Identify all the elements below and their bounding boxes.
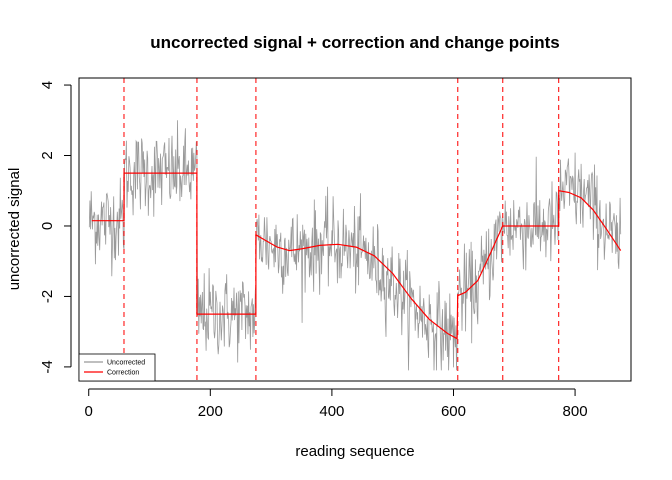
x-tick-label: 800 [563,403,588,420]
x-tick-label: 600 [441,403,466,420]
legend: Uncorrected Correction [78,353,156,382]
x-tick-label: 0 [85,403,93,420]
y-tick-label: -2 [39,290,56,303]
y-tick-label: 0 [39,222,56,230]
y-tick-label: 4 [39,81,56,89]
series-uncorrected-line [88,120,622,371]
axis-layer: 0 200 400 600 800 -4 -2 0 2 4 [39,81,588,420]
plot-frame [78,77,632,382]
x-axis-label: reading sequence [295,443,414,460]
chart-title: uncorrected signal + correction and chan… [150,33,560,52]
y-tick-label: -4 [39,360,56,373]
series-layer [88,120,622,371]
series-correction-line [91,172,622,340]
x-tick-label: 200 [198,403,223,420]
y-axis-label: uncorrected signal [6,168,23,291]
y-tick-label: 2 [39,151,56,159]
x-tick-label: 400 [319,403,344,420]
legend-box [78,353,156,382]
legend-label-correction: Correction [107,370,139,377]
legend-label-uncorrected: Uncorrected [107,360,145,367]
changepoint-layer [123,78,560,381]
